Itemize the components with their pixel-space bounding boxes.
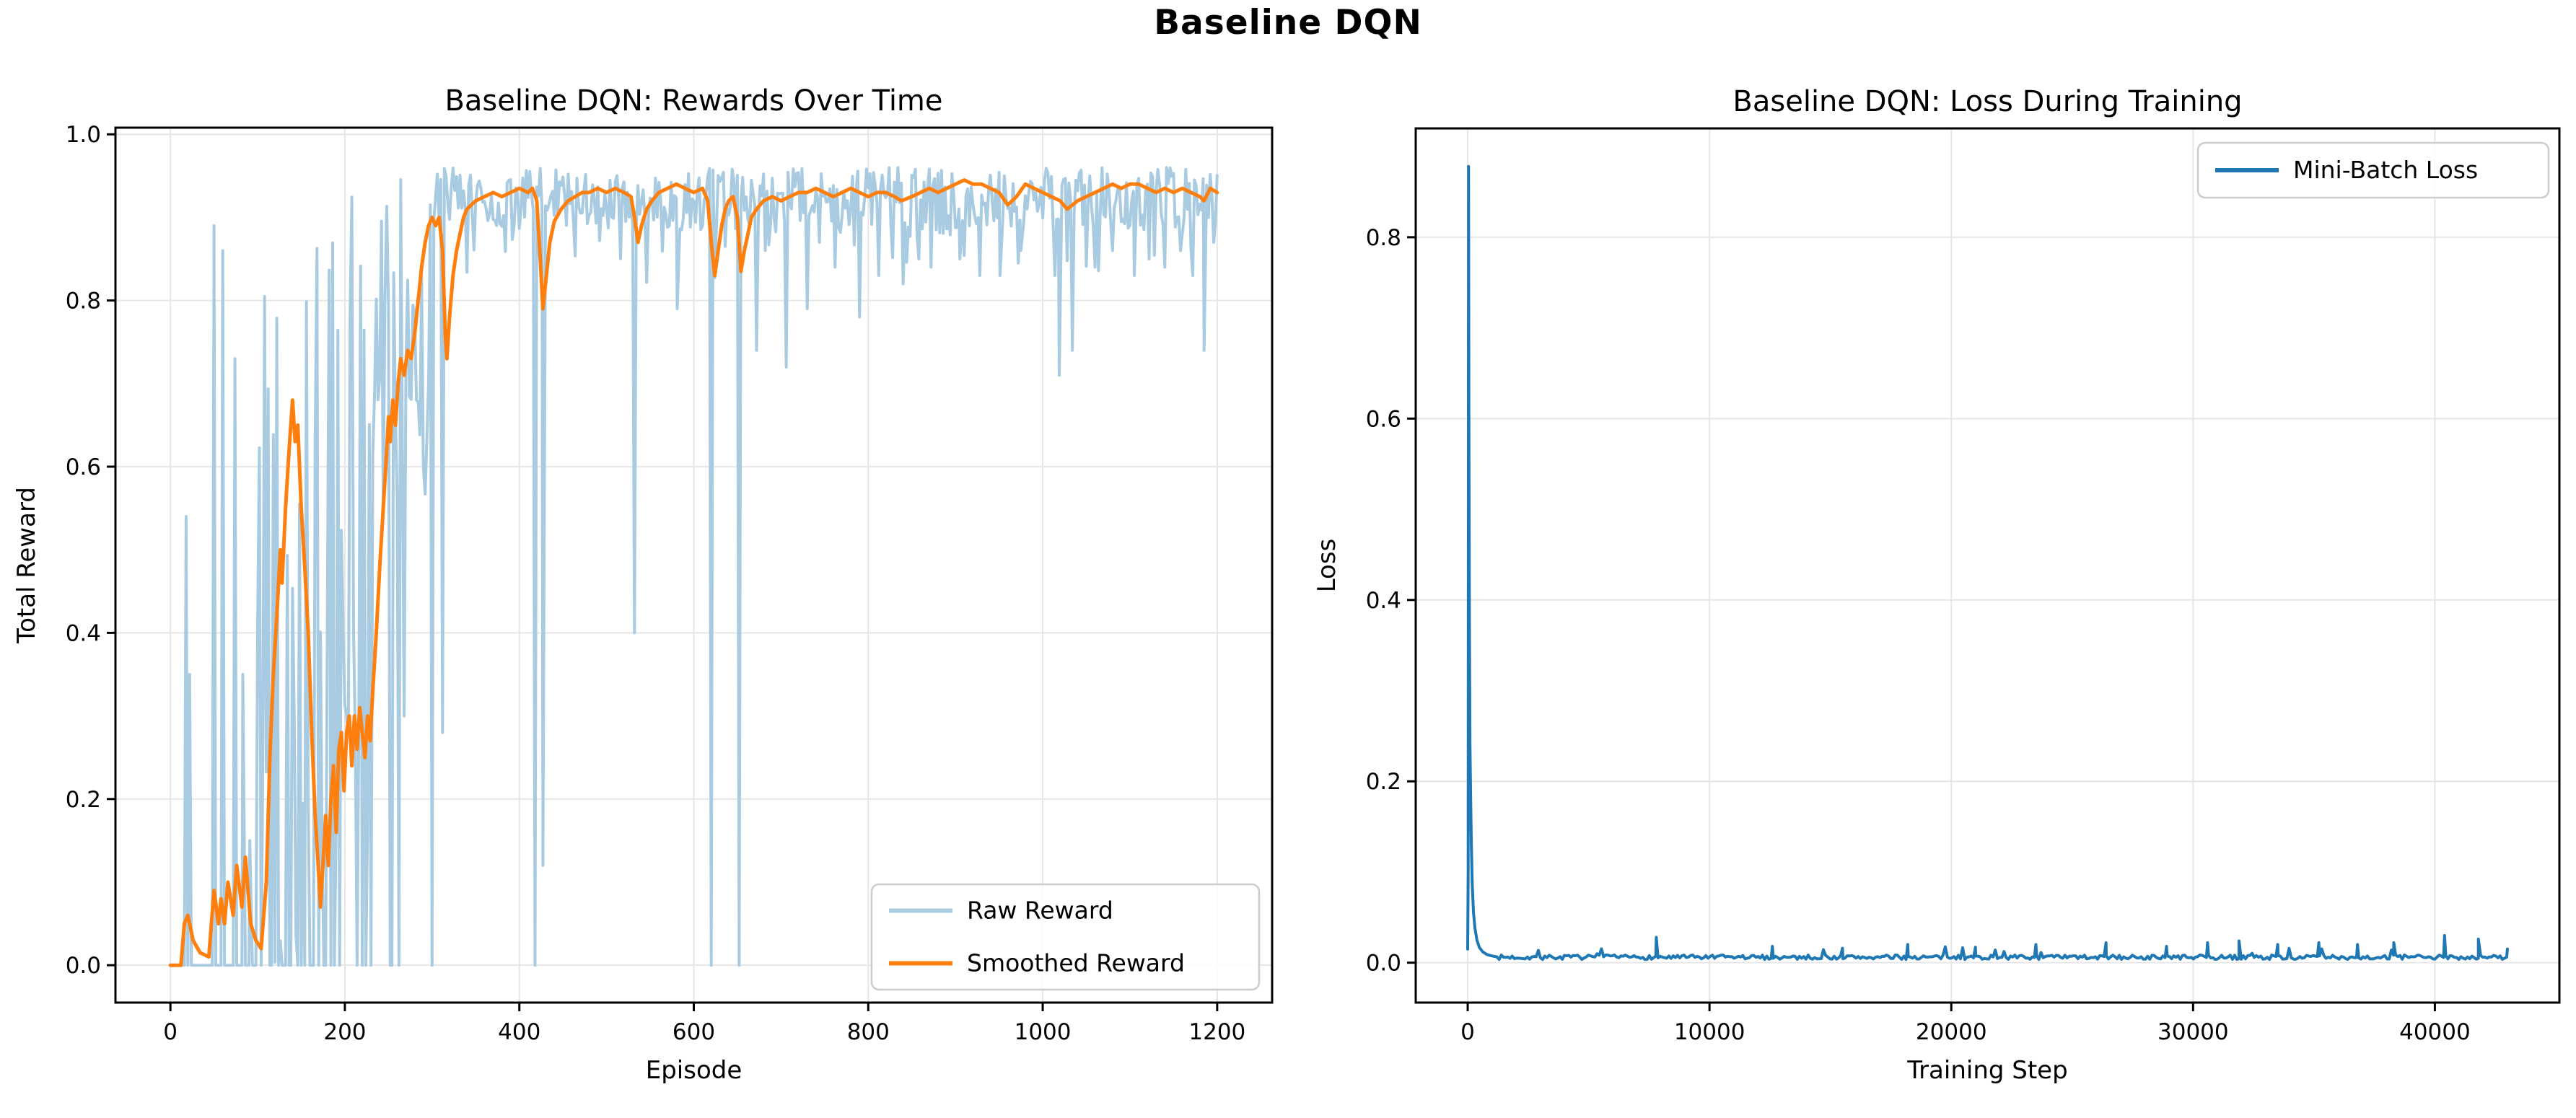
axes-title: Baseline DQN: Loss During Training: [1732, 85, 2242, 118]
y-tick-label: 0.2: [66, 787, 101, 813]
y-tick-label: 1.0: [66, 122, 101, 148]
figure-suptitle: Baseline DQN: [1154, 3, 1422, 43]
legend: Mini-Batch Loss: [2196, 141, 2550, 199]
y-tick-label: 0.0: [1366, 951, 1401, 977]
y-tick-label: 0.6: [66, 454, 101, 480]
y-tick-label: 0.0: [66, 953, 101, 979]
legend-label: Mini-Batch Loss: [2293, 156, 2478, 184]
x-tick-label: 400: [498, 1019, 540, 1045]
legend-box: [870, 883, 1261, 991]
x-tick-label: 0: [163, 1019, 178, 1045]
x-tick-label: 600: [673, 1019, 715, 1045]
y-tick-label: 0.2: [1366, 769, 1401, 795]
x-tick-label: 0: [1460, 1019, 1475, 1045]
x-tick-label: 20000: [1916, 1019, 1987, 1045]
loss-chart: 0 10000 20000 30000 40000 0.0 0.2 0.4 0.6 0.8 Base…: [1313, 85, 2561, 1085]
legend-box: [2196, 141, 2550, 199]
y-tick-label: 0.4: [1366, 588, 1401, 614]
axes-spines: [1414, 127, 2561, 1004]
y-axis-label: Total Reward: [12, 487, 41, 644]
mini-batch-loss-line: [1466, 164, 2509, 961]
x-tick-label: 10000: [1674, 1019, 1745, 1045]
axes-title: Baseline DQN: Rewards Over Time: [444, 84, 942, 118]
raw-reward-line: [169, 166, 1219, 967]
x-axis-label: Episode: [646, 1056, 742, 1085]
y-tick-label: 0.4: [66, 620, 101, 646]
legend-label: Raw Reward: [967, 897, 1113, 925]
legend-label: Smoothed Reward: [967, 949, 1185, 977]
y-axis-label: Loss: [1313, 539, 1341, 593]
x-tick-label: 1200: [1188, 1019, 1245, 1045]
rewards-chart: 0 200 400 600 800 1000 1200 0.0 0.2 0.4 0.6 0.8 1.0 B…: [12, 84, 1274, 1085]
smoothed-reward-line: [168, 178, 1219, 967]
y-tick-label: 0.8: [1366, 225, 1401, 251]
y-tick-label: 0.8: [66, 289, 101, 314]
x-axis-label: Training Step: [1906, 1056, 2067, 1085]
legend: Raw Reward Smoothed Reward: [870, 883, 1261, 991]
x-tick-label: 1000: [1015, 1019, 1072, 1045]
x-tick-label: 40000: [2399, 1019, 2471, 1045]
x-tick-label: 200: [323, 1019, 366, 1045]
y-tick-label: 0.6: [1366, 406, 1401, 432]
x-tick-label: 30000: [2157, 1019, 2229, 1045]
x-tick-label: 800: [847, 1019, 890, 1045]
